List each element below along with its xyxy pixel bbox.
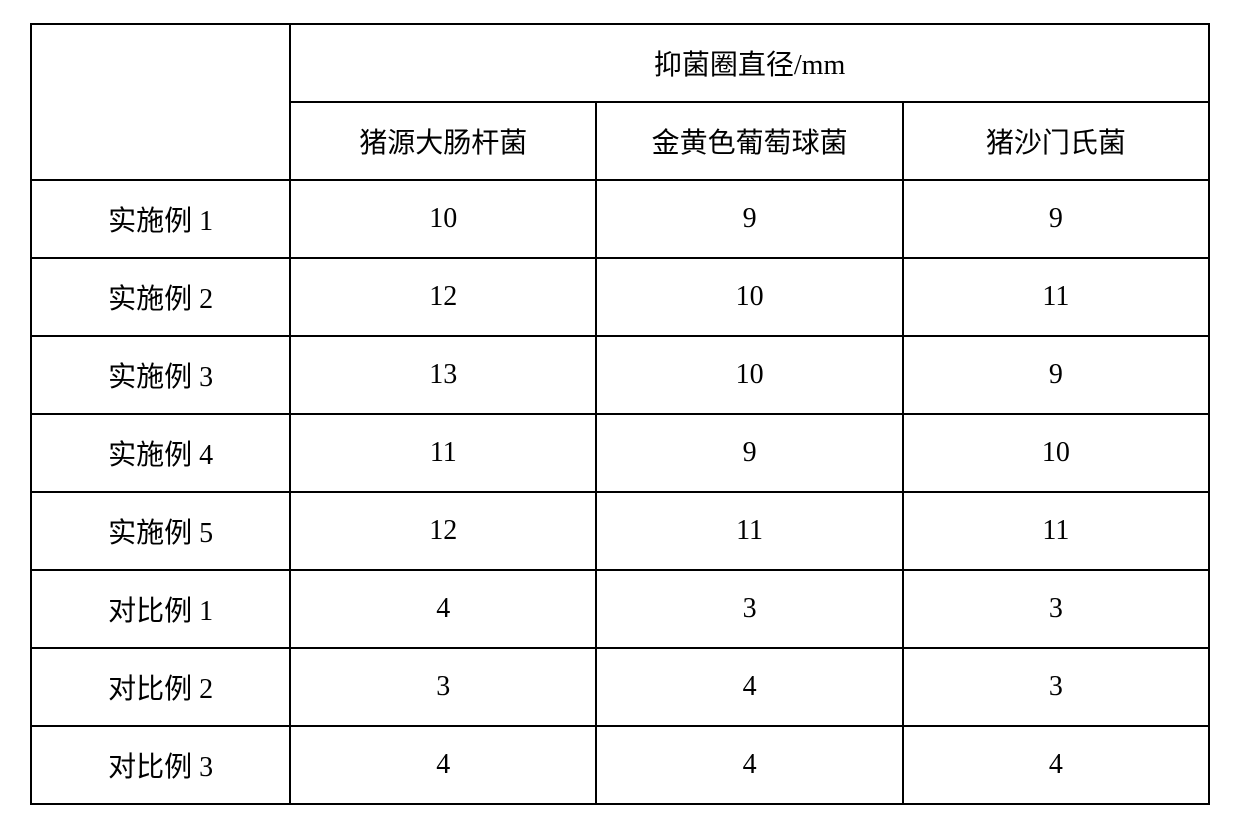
data-cell: 11 (290, 414, 596, 492)
table-row: 实施例 3 13 10 9 (31, 336, 1209, 414)
blank-header-cell (31, 24, 290, 180)
table-body: 实施例 1 10 9 9 实施例 2 12 10 11 实施例 3 13 10 … (31, 180, 1209, 804)
data-cell: 9 (903, 180, 1209, 258)
data-cell: 3 (596, 570, 902, 648)
data-cell: 10 (596, 258, 902, 336)
table-container: 抑菌圈直径/mm 猪源大肠杆菌 金黄色葡萄球菌 猪沙门氏菌 实施例 1 10 9… (30, 23, 1210, 805)
column-header-1: 猪源大肠杆菌 (290, 102, 596, 180)
table-row: 实施例 1 10 9 9 (31, 180, 1209, 258)
data-cell: 12 (290, 258, 596, 336)
row-label: 实施例 5 (31, 492, 290, 570)
main-header-cell: 抑菌圈直径/mm (290, 24, 1209, 102)
data-cell: 4 (596, 648, 902, 726)
row-label: 实施例 2 (31, 258, 290, 336)
header-row-1: 抑菌圈直径/mm (31, 24, 1209, 102)
data-cell: 3 (903, 648, 1209, 726)
data-cell: 4 (903, 726, 1209, 804)
data-cell: 9 (903, 336, 1209, 414)
row-label: 实施例 4 (31, 414, 290, 492)
row-label: 对比例 1 (31, 570, 290, 648)
data-cell: 11 (903, 492, 1209, 570)
column-header-2: 金黄色葡萄球菌 (596, 102, 902, 180)
data-cell: 4 (290, 726, 596, 804)
table-row: 对比例 3 4 4 4 (31, 726, 1209, 804)
row-label: 对比例 3 (31, 726, 290, 804)
data-cell: 4 (290, 570, 596, 648)
data-cell: 3 (903, 570, 1209, 648)
data-cell: 10 (903, 414, 1209, 492)
table-row: 对比例 1 4 3 3 (31, 570, 1209, 648)
data-cell: 4 (596, 726, 902, 804)
row-label: 实施例 3 (31, 336, 290, 414)
table-row: 对比例 2 3 4 3 (31, 648, 1209, 726)
table-row: 实施例 5 12 11 11 (31, 492, 1209, 570)
column-header-3: 猪沙门氏菌 (903, 102, 1209, 180)
row-label: 实施例 1 (31, 180, 290, 258)
data-cell: 11 (903, 258, 1209, 336)
data-cell: 11 (596, 492, 902, 570)
data-cell: 12 (290, 492, 596, 570)
data-cell: 10 (290, 180, 596, 258)
row-label: 对比例 2 (31, 648, 290, 726)
data-cell: 13 (290, 336, 596, 414)
table-row: 实施例 4 11 9 10 (31, 414, 1209, 492)
data-cell: 9 (596, 180, 902, 258)
data-cell: 10 (596, 336, 902, 414)
data-cell: 3 (290, 648, 596, 726)
table-row: 实施例 2 12 10 11 (31, 258, 1209, 336)
data-cell: 9 (596, 414, 902, 492)
data-table: 抑菌圈直径/mm 猪源大肠杆菌 金黄色葡萄球菌 猪沙门氏菌 实施例 1 10 9… (30, 23, 1210, 805)
